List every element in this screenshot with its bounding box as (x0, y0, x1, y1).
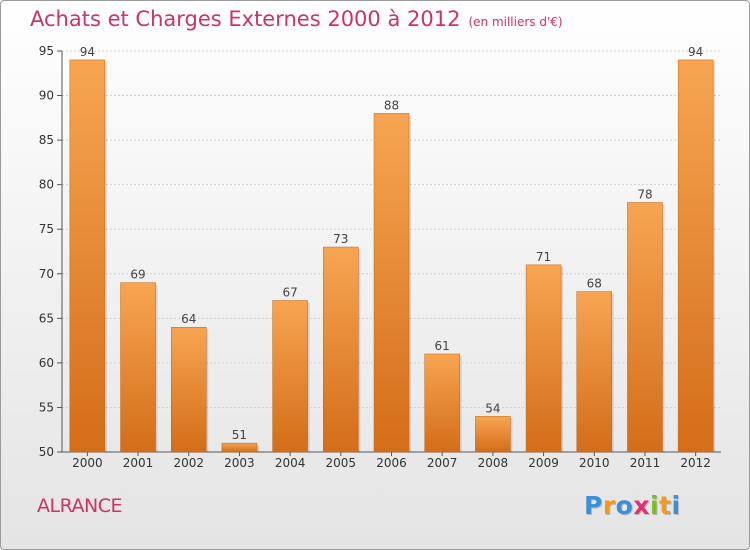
y-tick-label: 65 (39, 311, 54, 325)
data-label: 94 (80, 45, 95, 59)
bar (221, 442, 258, 453)
data-label: 61 (435, 339, 450, 353)
y-tick-label: 85 (39, 133, 54, 147)
bars (69, 59, 716, 453)
data-label: 67 (282, 286, 297, 300)
chart-title: Achats et Charges Externes 2000 à 2012 (e… (30, 7, 563, 31)
chart-title-text: Achats et Charges Externes 2000 à 2012 (30, 7, 461, 31)
y-tick-label: 55 (39, 400, 54, 414)
bar (272, 300, 308, 453)
x-tick-label: 2002 (173, 456, 204, 470)
y-tick-label: 70 (39, 267, 54, 281)
y-tick-label: 95 (39, 44, 54, 58)
x-tick-label: 2009 (528, 456, 559, 470)
x-tick-label: 2010 (579, 456, 610, 470)
y-tick-label: 90 (39, 89, 54, 103)
bar (424, 353, 460, 453)
data-label: 78 (637, 187, 652, 201)
logo-letter: P (584, 491, 603, 520)
proxiti-logo[interactable]: Proxiti (584, 491, 681, 520)
logo-letter: i (671, 491, 681, 520)
logo-letter: r (602, 491, 616, 520)
bar (373, 113, 410, 453)
bar (525, 264, 562, 453)
x-tick-label: 2004 (275, 456, 306, 470)
data-label: 94 (688, 45, 703, 59)
data-label: 73 (333, 232, 348, 246)
bar (627, 202, 663, 453)
bar (576, 291, 613, 453)
data-label: 68 (587, 277, 602, 291)
x-tick-label: 2007 (427, 456, 458, 470)
data-label: 88 (384, 98, 399, 112)
bar (323, 246, 359, 453)
x-tick-label: 2000 (72, 456, 103, 470)
logo-letter: t (659, 491, 672, 520)
y-tick-label: 50 (39, 445, 54, 459)
x-tick-label: 2011 (630, 456, 661, 470)
logo-letter: i (650, 491, 660, 520)
logo-letter: x (633, 491, 650, 520)
bar (677, 59, 714, 453)
chart-unit: (en milliers d'€) (468, 15, 563, 29)
data-label: 64 (181, 312, 196, 326)
x-tick-label: 2012 (680, 456, 711, 470)
location-name: ALRANCE (37, 495, 123, 517)
x-tick-label: 2005 (326, 456, 357, 470)
data-label: 51 (232, 428, 247, 442)
bar (475, 416, 511, 453)
y-tick-label: 80 (39, 178, 54, 192)
data-labels: 94 69 64 51 67 73 88 61 54 71 68 78 94 (80, 45, 704, 442)
data-label: 54 (485, 401, 500, 415)
y-tick-label: 75 (39, 222, 54, 236)
x-tick-label: 2008 (478, 456, 509, 470)
data-label: 71 (536, 250, 551, 264)
logo-letter: o (615, 491, 634, 520)
x-tick-label: 2003 (224, 456, 255, 470)
data-label: 69 (130, 268, 145, 282)
y-tick-label: 60 (39, 356, 54, 370)
bar (170, 326, 207, 453)
bar (120, 282, 156, 453)
bar (69, 59, 106, 453)
axes: 50 55 60 65 70 75 80 85 90 95 2000 2001 2002 2003 2004… (39, 44, 721, 470)
x-tick-label: 2006 (376, 456, 407, 470)
x-tick-label: 2001 (123, 456, 154, 470)
